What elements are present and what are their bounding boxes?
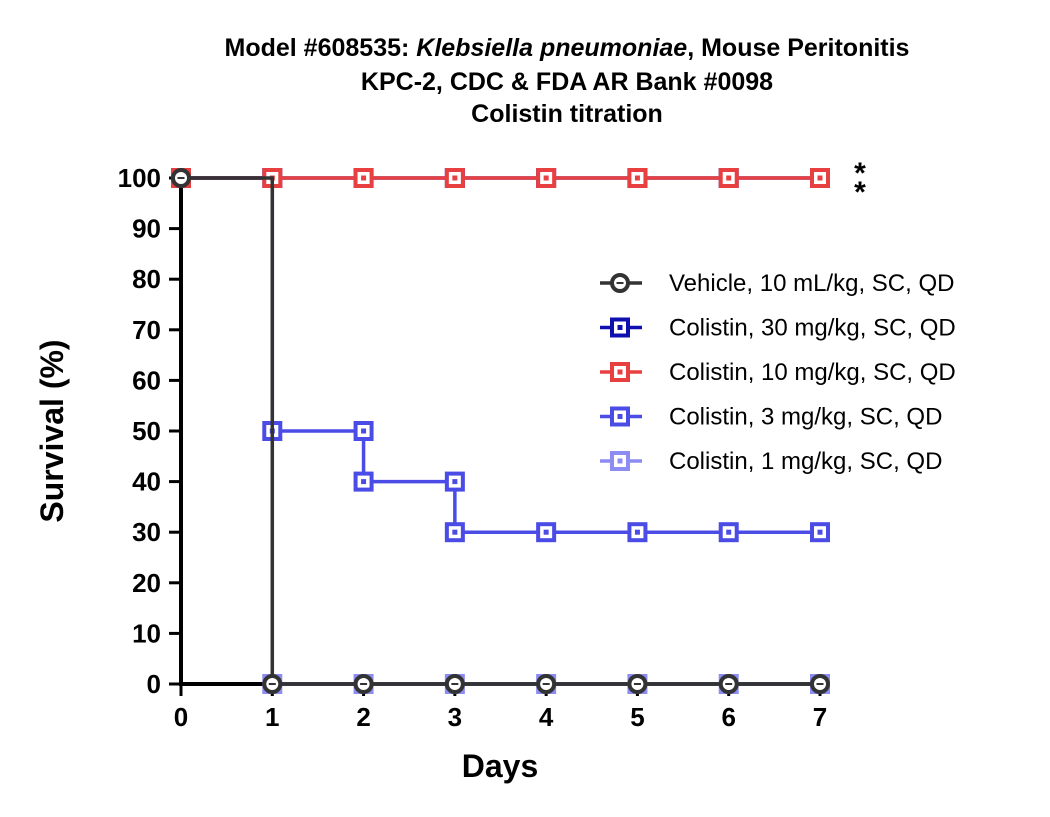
legend-label: Colistin, 10 mg/kg, SC, QD <box>669 359 956 386</box>
y-tick-label: 20 <box>132 568 161 598</box>
significance-asterisk: * <box>854 176 866 209</box>
point-colistin-3-mg-kg-sc-qd-center <box>543 529 549 535</box>
legend-item-colistin-30-mg-kg-sc-qd: Colistin, 30 mg/kg, SC, QD <box>600 315 956 342</box>
y-tick-label: 40 <box>132 467 161 497</box>
x-tick-label: 1 <box>265 702 279 732</box>
point-colistin-10-mg-kg-sc-qd-center <box>817 175 823 181</box>
legend-label: Colistin, 3 mg/kg, SC, QD <box>669 404 942 431</box>
y-tick-label: 10 <box>132 618 161 648</box>
point-colistin-3-mg-kg-sc-qd-center <box>361 428 367 434</box>
legend-swatch-marker-center <box>617 414 623 419</box>
legend-label: Colistin, 30 mg/kg, SC, QD <box>669 315 956 342</box>
y-tick-label: 100 <box>118 163 161 193</box>
legend-label: Colistin, 1 mg/kg, SC, QD <box>669 448 942 475</box>
point-colistin-10-mg-kg-sc-qd-center <box>361 175 367 181</box>
x-tick-label: 6 <box>721 702 735 732</box>
legend-swatch-marker-center <box>617 369 623 375</box>
point-colistin-10-mg-kg-sc-qd-center <box>726 175 732 181</box>
y-tick-label: 30 <box>132 517 161 547</box>
title-line-2: KPC-2, CDC & FDA AR Bank #0098 <box>361 68 773 96</box>
legend: Vehicle, 10 mL/kg, SC, QD Colistin, 30 mg… <box>600 270 956 475</box>
legend-swatch-marker-center <box>617 325 623 330</box>
legend-item-colistin-1-mg-kg-sc-qd: Colistin, 1 mg/kg, SC, QD <box>600 448 942 475</box>
point-colistin-3-mg-kg-sc-qd-center <box>452 479 458 485</box>
x-tick-label: 5 <box>630 702 644 732</box>
x-axis-title: Days <box>462 748 539 784</box>
point-colistin-3-mg-kg-sc-qd-center <box>361 479 367 485</box>
y-axis-title: Survival (%) <box>34 339 70 522</box>
x-tick-label: 4 <box>539 702 554 732</box>
point-colistin-10-mg-kg-sc-qd-center <box>543 175 549 181</box>
axes: 0 10 20 30 40 50 60 70 80 90 100 0 1 2 3 4 5 6 7 Days Surviv… <box>34 163 827 784</box>
y-tick-label: 70 <box>132 315 161 345</box>
y-tick-label: 90 <box>132 214 161 244</box>
plot-area <box>171 168 830 694</box>
legend-swatch-marker-center <box>617 458 623 464</box>
x-tick-label: 7 <box>813 702 827 732</box>
y-tick-label: 0 <box>147 669 161 699</box>
y-tick-label: 60 <box>132 365 161 395</box>
title-line-3: Colistin titration <box>471 100 663 128</box>
annotations: ** <box>854 157 866 209</box>
point-colistin-10-mg-kg-sc-qd-center <box>452 175 458 181</box>
legend-item-colistin-3-mg-kg-sc-qd: Colistin, 3 mg/kg, SC, QD <box>600 404 942 431</box>
point-colistin-10-mg-kg-sc-qd-center <box>634 175 640 181</box>
series-vehicle-10-ml-kg-sc-qd <box>171 168 830 694</box>
point-colistin-3-mg-kg-sc-qd-center <box>634 529 640 535</box>
legend-item-vehicle-10-ml-kg-sc-qd: Vehicle, 10 mL/kg, SC, QD <box>600 270 954 297</box>
point-colistin-3-mg-kg-sc-qd-center <box>726 529 732 535</box>
significance-asterisk: * <box>854 157 866 190</box>
x-tick-label: 0 <box>174 702 188 732</box>
y-tick-label: 50 <box>132 416 161 446</box>
point-colistin-3-mg-kg-sc-qd-center <box>452 529 458 535</box>
y-tick-label: 80 <box>132 264 161 294</box>
title-line-1: Model #608535: Klebsiella pneumoniae, Mo… <box>225 34 910 62</box>
legend-label: Vehicle, 10 mL/kg, SC, QD <box>669 270 954 297</box>
chart-title: Model #608535: Klebsiella pneumoniae, Mo… <box>225 34 910 128</box>
point-colistin-3-mg-kg-sc-qd-center <box>817 529 823 535</box>
legend-item-colistin-10-mg-kg-sc-qd: Colistin, 10 mg/kg, SC, QD <box>600 359 956 386</box>
x-tick-label: 2 <box>356 702 370 732</box>
line-colistin-3-mg-kg-sc-qd <box>181 176 820 534</box>
x-tick-label: 3 <box>448 702 462 732</box>
